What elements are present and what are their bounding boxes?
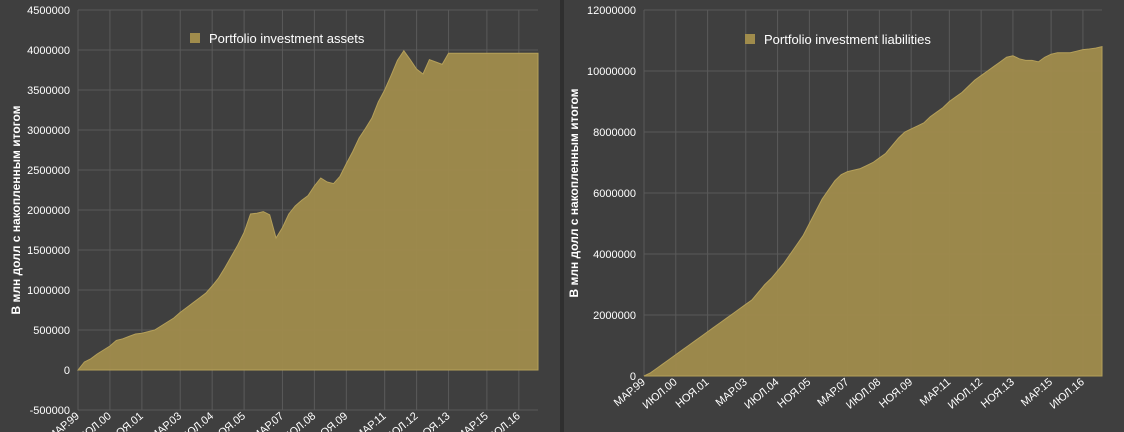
y-tick-label: 4000000 (27, 45, 70, 57)
x-tick-label: ИЮЛ.08 (844, 376, 883, 412)
legend-swatch (745, 34, 755, 44)
x-tick-label: НОЯ.05 (775, 376, 813, 411)
y-tick-label: 0 (64, 365, 70, 377)
x-tick-label: НОЯ.05 (210, 410, 248, 432)
x-tick-label: ИЮЛ.12 (381, 410, 420, 432)
assets-chart-panel: -500000 0 500000 1000000 1500000 2000000 25000… (0, 0, 560, 432)
x-tick-label: ИЮЛ.04 (742, 376, 781, 412)
y-tick-label: 12000000 (587, 5, 636, 17)
y-tick-label: 1500000 (27, 245, 70, 257)
y-axis-label: В млн долл с накопленным итогом (9, 105, 23, 314)
liabilities-area-chart: 0 2000000 4000000 6000000 8000000 10000000 120… (567, 5, 1103, 412)
y-tick-label: 10000000 (587, 66, 636, 78)
liabilities-chart-panel: 0 2000000 4000000 6000000 8000000 10000000 120… (564, 0, 1124, 432)
x-tick-label: НОЯ.13 (979, 376, 1017, 411)
y-tick-label: -500000 (30, 405, 70, 417)
x-tick-label: НОЯ.01 (108, 410, 146, 432)
x-tick-label: ИЮЛ.08 (279, 410, 318, 432)
y-tick-label: 6000000 (593, 188, 636, 200)
y-tick-label: 1000000 (27, 285, 70, 297)
legend-label: Portfolio investment assets (209, 31, 365, 46)
x-tick-label: ИЮЛ.16 (1048, 376, 1087, 412)
y-tick-label: 2000000 (593, 310, 636, 322)
y-tick-label: 3500000 (27, 85, 70, 97)
panel-divider (560, 0, 564, 432)
y-tick-label: 4500000 (27, 5, 70, 17)
x-tick-label: НОЯ.13 (415, 410, 453, 432)
x-tick-label: НОЯ.09 (312, 410, 350, 432)
x-tick-label: ИЮЛ.04 (177, 410, 216, 432)
y-tick-label: 2500000 (27, 165, 70, 177)
x-tick-label: ИЮЛ.16 (484, 410, 523, 432)
x-tick-label: НОЯ.09 (877, 376, 915, 411)
x-tick-label: НОЯ.01 (674, 376, 712, 411)
x-tick-label: ИЮЛ.00 (75, 410, 114, 432)
x-tick-label: ИЮЛ.12 (946, 376, 985, 412)
y-axis-label: В млн долл с накопленным итогом (567, 88, 581, 297)
y-tick-label: 4000000 (593, 249, 636, 261)
y-tick-label: 500000 (33, 325, 70, 337)
y-tick-label: 0 (630, 371, 636, 383)
x-tick-label: МАР.15 (455, 410, 491, 432)
series-area (643, 45, 1103, 377)
legend-label: Portfolio investment liabilities (764, 32, 931, 47)
x-tick-label: МАР.07 (250, 410, 286, 432)
y-tick-label: 8000000 (593, 127, 636, 139)
y-tick-label: 2000000 (27, 205, 70, 217)
assets-area-chart: -500000 0 500000 1000000 1500000 2000000 25000… (9, 5, 539, 432)
legend-swatch (190, 33, 200, 43)
x-tick-label: МАР.03 (148, 410, 184, 432)
series-area (76, 49, 539, 371)
y-tick-label: 3000000 (27, 125, 70, 137)
x-tick-label: ИЮЛ.00 (641, 376, 680, 412)
x-tick-label: МАР.11 (353, 410, 388, 432)
